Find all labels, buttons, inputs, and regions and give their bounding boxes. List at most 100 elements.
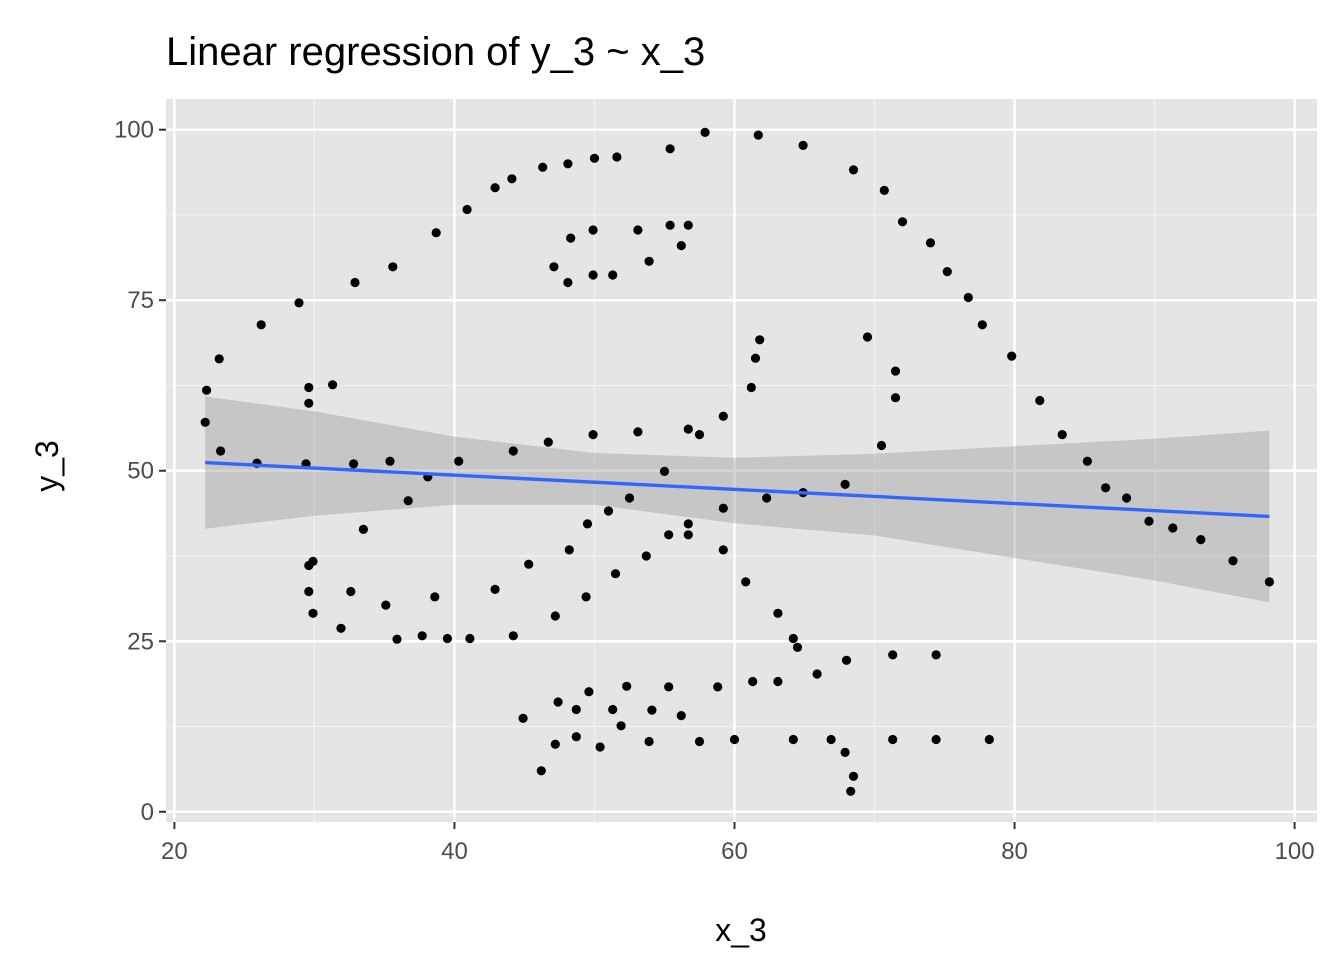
x-tick-label: 40	[441, 838, 468, 865]
data-point	[490, 183, 500, 193]
y-tick-label: 0	[141, 799, 154, 826]
data-point	[897, 217, 908, 227]
data-point	[624, 493, 635, 503]
data-point	[462, 204, 472, 215]
data-point	[676, 241, 686, 251]
data-point	[216, 446, 226, 456]
data-point	[622, 681, 632, 691]
data-point	[350, 277, 360, 288]
x-tick-label: 80	[1001, 838, 1028, 865]
data-point	[683, 424, 693, 434]
data-point	[256, 320, 266, 330]
data-point	[890, 366, 901, 376]
data-point	[1168, 523, 1178, 533]
data-point	[1144, 516, 1154, 526]
data-point	[431, 228, 441, 238]
data-point	[508, 446, 518, 456]
data-point	[582, 519, 593, 529]
data-point	[729, 734, 740, 745]
data-point	[430, 592, 440, 602]
data-point	[773, 676, 783, 687]
data-point	[665, 220, 675, 230]
data-point	[683, 530, 693, 540]
data-point	[584, 687, 594, 697]
data-point	[304, 398, 314, 408]
data-point	[550, 611, 560, 621]
data-point	[633, 427, 643, 437]
x-tick-label: 20	[161, 838, 188, 865]
data-point	[931, 650, 941, 660]
data-point	[826, 734, 836, 745]
data-point	[358, 524, 368, 535]
data-point	[536, 766, 546, 776]
data-point	[349, 459, 359, 469]
regression-line-layer	[205, 460, 1270, 519]
data-point	[750, 353, 761, 363]
data-point	[588, 225, 598, 235]
data-point	[612, 152, 622, 162]
data-point	[518, 713, 528, 723]
data-point	[788, 633, 798, 644]
data-point	[683, 519, 693, 529]
data-point	[848, 771, 859, 781]
data-point	[700, 127, 710, 137]
data-point	[616, 721, 626, 731]
data-point	[381, 600, 391, 610]
data-point	[543, 437, 553, 447]
data-point	[644, 256, 654, 266]
data-point	[1057, 430, 1067, 440]
data-point	[304, 382, 314, 393]
data-point	[876, 440, 887, 451]
y-tick-label: 50	[127, 458, 154, 485]
data-point	[694, 736, 705, 747]
data-point	[862, 332, 873, 342]
data-point	[200, 417, 210, 427]
data-point	[664, 682, 674, 692]
data-point	[563, 159, 573, 169]
data-point	[942, 267, 952, 277]
y-axis-title: y_3	[29, 440, 65, 492]
data-point	[1264, 577, 1274, 587]
data-point	[508, 631, 518, 641]
data-point	[294, 298, 304, 308]
data-point	[925, 238, 936, 248]
data-point	[610, 569, 621, 579]
data-point	[683, 220, 693, 230]
data-point	[571, 732, 581, 742]
data-point	[755, 335, 765, 345]
data-point	[1122, 493, 1132, 503]
data-point	[718, 545, 728, 555]
data-point	[608, 270, 618, 280]
data-point	[588, 270, 598, 280]
data-point	[563, 277, 573, 288]
y-tick-label: 75	[127, 287, 154, 314]
data-point	[564, 545, 574, 555]
data-point	[888, 650, 898, 660]
data-point	[538, 162, 548, 172]
y-axis: 0 25 50 75 100	[114, 117, 166, 826]
plot-panel	[166, 99, 1317, 822]
data-point	[748, 676, 758, 687]
data-point	[571, 704, 581, 715]
data-point	[718, 503, 728, 513]
data-point	[1101, 483, 1111, 493]
data-point	[963, 292, 973, 303]
data-point	[385, 456, 395, 466]
data-point	[1196, 535, 1206, 545]
data-point	[644, 736, 654, 747]
data-point	[328, 380, 338, 390]
data-point	[566, 233, 576, 243]
data-point	[676, 711, 686, 721]
regression-line	[205, 460, 1270, 519]
data-point	[641, 551, 651, 561]
data-point	[713, 682, 723, 692]
data-point	[507, 174, 517, 184]
data-point	[308, 556, 318, 567]
chart-title: Linear regression of y_3 ~ x_3	[166, 30, 705, 74]
data-point	[346, 586, 356, 597]
points-layer	[200, 127, 1274, 796]
data-point	[762, 493, 772, 503]
data-point	[417, 631, 427, 641]
data-point	[589, 153, 600, 163]
